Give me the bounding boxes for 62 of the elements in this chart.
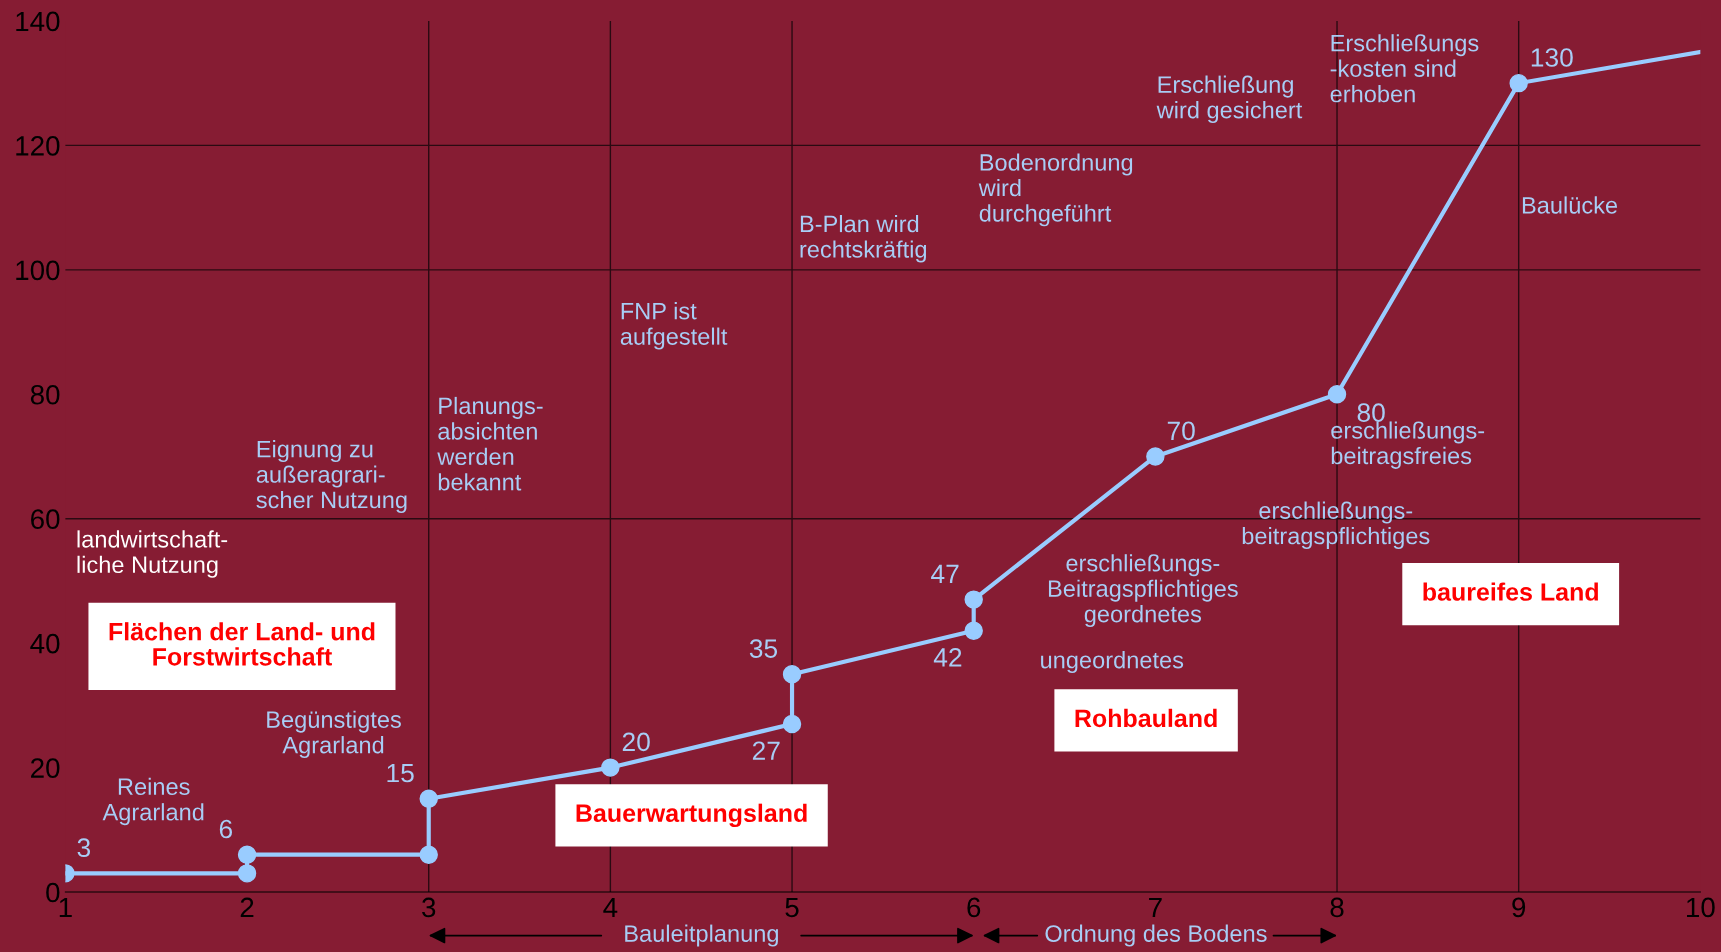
annotation: B-Plan wird rechtskräftig <box>800 214 927 263</box>
annotation: Erschließungs -kosten sind erhoben <box>1330 34 1479 103</box>
data-label: 47 <box>931 564 959 583</box>
data-label: 6 <box>219 819 233 839</box>
annotation: Bauerwartungsland <box>576 803 807 828</box>
y-tick-label: 20 <box>31 758 60 778</box>
data-label: 70 <box>1167 421 1195 441</box>
annotation: Bodenordnung wird durchgeführt <box>978 153 1133 227</box>
data-label: 130 <box>1531 48 1573 67</box>
y-tick-label: 0 <box>46 882 60 903</box>
point <box>1509 73 1528 93</box>
annotation: Planungs- absichten werden bekannt <box>437 396 543 491</box>
y-tick-label: 40 <box>30 633 60 654</box>
x-tick-label: 10 <box>1687 897 1715 918</box>
annotation: Baulücke <box>1522 196 1618 214</box>
point <box>1327 385 1347 404</box>
annotation: ungeordnetes <box>1041 651 1184 674</box>
annotation: FNP ist aufgestellt <box>620 302 728 350</box>
annotation: baureifes Land <box>1423 582 1598 601</box>
point <box>782 714 802 734</box>
annotation: Flächen der Land- und Forstwirtschaft <box>109 622 375 666</box>
x-tick-label: 3 <box>422 897 436 918</box>
x-tick-label: 2 <box>240 897 254 918</box>
point <box>964 621 983 640</box>
y-tick-label: 120 <box>16 136 60 156</box>
data-label: 35 <box>749 639 778 658</box>
x-tick-label: 7 <box>1149 897 1162 918</box>
annotation: Erschließung wird gesichert <box>1156 75 1303 124</box>
y-tick-label: 60 <box>31 509 60 530</box>
y-tick-label: 140 <box>16 11 60 32</box>
data-label: 80 <box>1357 403 1385 422</box>
x-tick-label: 1 <box>59 897 72 918</box>
data-label: 15 <box>387 763 414 783</box>
data-label: 42 <box>933 648 962 667</box>
point <box>419 845 438 864</box>
point <box>237 864 257 883</box>
x-tick-label: 8 <box>1330 897 1344 918</box>
point <box>1146 447 1165 466</box>
x-tick-label: 9 <box>1512 897 1526 918</box>
data-label: 20 <box>622 732 650 752</box>
x-tick-label: 4 <box>603 897 618 918</box>
point <box>237 845 257 864</box>
y-tick-label: 80 <box>30 384 60 405</box>
x-tick-label: 5 <box>785 897 799 918</box>
data-label: 27 <box>752 741 780 760</box>
data-label: 3 <box>77 838 91 858</box>
point <box>964 590 983 609</box>
x-tick-label: 6 <box>967 897 981 918</box>
point <box>419 789 438 808</box>
text: Ordnung des Bodens <box>1045 924 1267 947</box>
point <box>782 665 802 684</box>
annotation: Reines Agrarland <box>102 777 204 826</box>
annotation: Eignung zu außeragrari- scher Nutzung <box>256 440 407 513</box>
text: Bauleitplanung <box>625 924 778 947</box>
y-tick-label: 100 <box>16 260 60 281</box>
annotation: erschließungs- beitragspflichtiges <box>1242 501 1430 550</box>
annotation: Rohbauland <box>1075 708 1217 728</box>
annotation: erschließungs- Beitragspflichtiges geordnetes <box>1048 554 1238 628</box>
point <box>601 758 620 777</box>
annotation: Begünstigtes Agrarland <box>267 710 401 759</box>
annotation: landwirtschaft- liche Nutzung <box>77 530 228 578</box>
annotation: erschließungs- beitragsfreies <box>1331 421 1485 469</box>
